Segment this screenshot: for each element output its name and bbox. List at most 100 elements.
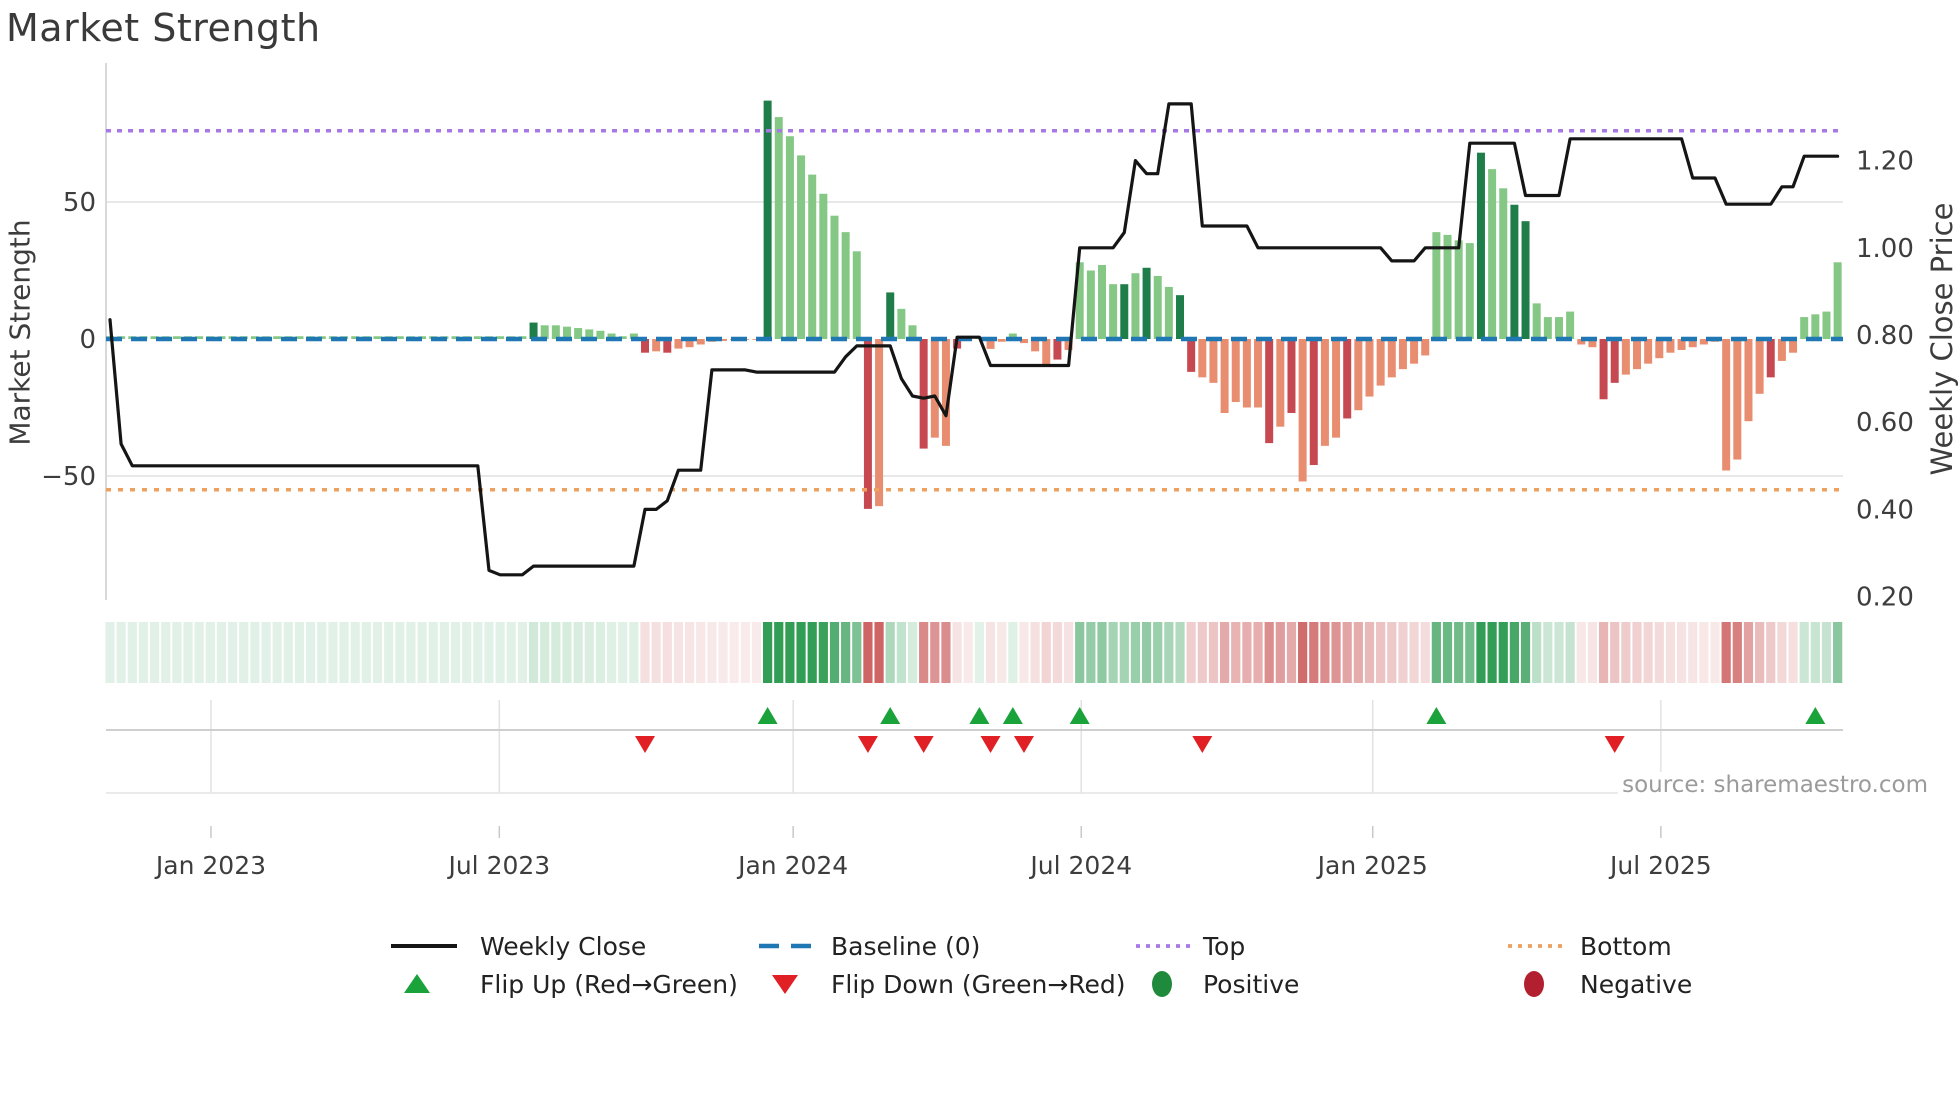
heatmap-cell: [1755, 622, 1765, 683]
heatmap-cell: [997, 622, 1007, 683]
right-tick-label: 0.80: [1856, 321, 1914, 351]
heatmap-cell: [1298, 622, 1308, 683]
heatmap-cell: [1075, 622, 1085, 683]
strength-bar-negative: [1688, 339, 1697, 348]
heatmap-cell: [807, 622, 817, 683]
strength-bar-negative: [1254, 339, 1263, 408]
heatmap-cell: [1654, 622, 1664, 683]
strength-bar-positive: [819, 193, 828, 339]
heatmap-cell: [1353, 622, 1363, 683]
heatmap-cell: [606, 622, 617, 683]
heatmap-cell: [595, 622, 606, 683]
heatmap-cell: [829, 622, 840, 683]
heatmap-cell: [473, 622, 483, 683]
strength-bar-positive: [1822, 311, 1831, 339]
heatmap-cell: [673, 622, 684, 683]
heatmap-cell: [1119, 622, 1129, 683]
heatmap-cell: [1387, 622, 1397, 683]
heatmap-cell: [517, 622, 528, 683]
heatmap-cell: [707, 622, 717, 683]
strength-bar-positive: [1532, 303, 1541, 339]
strength-bar-negative: [875, 339, 884, 507]
strength-bar-positive: [841, 232, 850, 339]
heatmap-cell: [763, 622, 773, 683]
strength-bar-negative: [1242, 339, 1251, 408]
heatmap-cell: [105, 622, 115, 683]
strength-bar-negative: [1621, 339, 1630, 375]
left-tick-label: −50: [41, 462, 96, 492]
legend-negative-icon: [1524, 971, 1544, 997]
heatmap-cell: [384, 622, 394, 683]
strength-bar-positive: [451, 336, 460, 339]
heatmap-cell: [1632, 622, 1642, 683]
heatmap-cell: [1186, 622, 1196, 683]
heatmap-cell: [1454, 622, 1464, 683]
strength-bar-positive: [1488, 169, 1497, 339]
heatmap-cell: [874, 622, 884, 683]
right-tick-label: 0.60: [1856, 408, 1914, 438]
strength-bar-negative: [1376, 339, 1385, 386]
x-tick-label: Jul 2024: [1028, 851, 1132, 880]
strength-bar-positive: [763, 100, 772, 340]
strength-bar-negative: [696, 339, 705, 345]
heatmap-cell: [1086, 622, 1096, 683]
heatmap-cell: [985, 622, 996, 683]
heatmap-cell: [428, 622, 438, 683]
heatmap-cell: [1442, 622, 1453, 683]
heatmap-cell: [1376, 622, 1386, 683]
heatmap-cell: [261, 622, 271, 683]
strength-bar-negative: [1276, 339, 1285, 427]
flip-up-marker: [880, 707, 901, 724]
heatmap-cell: [551, 622, 561, 683]
heatmap-cell: [1565, 622, 1575, 683]
strength-bar-negative: [1209, 339, 1218, 383]
strength-bar-positive: [1164, 286, 1173, 339]
strength-bar-negative: [1198, 339, 1207, 378]
heatmap-cell: [885, 622, 895, 683]
heatmap-cell: [1275, 622, 1285, 683]
heatmap-cell: [127, 622, 137, 683]
heatmap-cell: [506, 622, 516, 683]
heatmap-cell: [629, 622, 639, 683]
heatmap-cell: [573, 622, 583, 683]
strength-bar-negative: [1053, 339, 1062, 360]
flip-down-marker: [1192, 736, 1213, 753]
strength-bar-negative: [674, 339, 683, 349]
strength-bar-positive: [1008, 333, 1017, 339]
strength-bar-negative: [997, 339, 1006, 342]
strength-bar-positive: [1142, 267, 1151, 339]
flip-up-marker: [1069, 707, 1090, 724]
heatmap-cell: [1253, 622, 1263, 683]
x-tick-label: Jul 2023: [446, 851, 550, 880]
heatmap-cell: [339, 622, 349, 683]
heatmap-cell: [138, 622, 149, 683]
right-tick-label: 0.40: [1856, 495, 1914, 525]
heatmap-cell: [1141, 622, 1152, 683]
flip-up-marker: [1426, 707, 1447, 724]
strength-bar-negative: [1610, 339, 1619, 383]
strength-bar-positive: [496, 336, 505, 339]
strength-bar-positive: [1443, 234, 1452, 339]
source-attribution: source: sharemaestro.com: [1618, 772, 1932, 798]
strength-bar-positive: [1432, 232, 1441, 339]
heatmap-cell: [149, 622, 160, 683]
heatmap-cell: [1833, 622, 1843, 683]
heatmap-cell: [450, 622, 461, 683]
heatmap-cell: [1509, 622, 1519, 683]
flip-up-marker: [1805, 707, 1826, 724]
strength-bar-positive: [607, 333, 616, 339]
strength-bar-negative: [1309, 339, 1318, 466]
strength-bar-negative: [1343, 339, 1352, 419]
legend-label: Bottom: [1580, 932, 1672, 961]
x-tick-label: Jul 2025: [1608, 851, 1712, 880]
strength-bar-negative: [1064, 339, 1073, 350]
heatmap-cell: [1710, 622, 1720, 683]
strength-bar-negative: [1354, 339, 1363, 411]
heatmap-cell: [328, 622, 338, 683]
heatmap-cell: [1220, 622, 1230, 683]
heatmap-cell: [317, 622, 327, 683]
heatmap-cell: [1208, 622, 1219, 683]
heatmap-cell: [919, 622, 929, 683]
strength-bar-negative: [1187, 339, 1196, 372]
strength-bar-negative: [1042, 339, 1051, 366]
